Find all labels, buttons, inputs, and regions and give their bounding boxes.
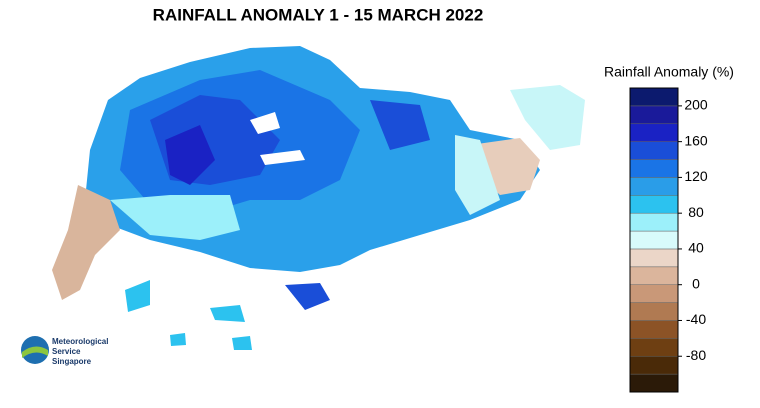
- tick-label: 0: [692, 275, 700, 291]
- colorbar-bin: [629, 338, 679, 357]
- colorbar: 200 160 120 80 40 0 -40 -80: [629, 87, 708, 393]
- tick-label: 40: [688, 240, 704, 256]
- map: [52, 46, 585, 350]
- land-south-light: [110, 195, 240, 240]
- logo-wave: [22, 346, 48, 358]
- colorbar-bin: [629, 355, 679, 375]
- island-ne: [510, 85, 585, 150]
- colorbar-bin: [629, 159, 679, 178]
- island-south: [285, 283, 330, 310]
- colorbar-bin: [629, 248, 679, 268]
- colorbar-bin: [629, 212, 679, 232]
- reservoir: [260, 150, 305, 165]
- legend-title: Rainfall Anomaly (%): [604, 64, 734, 80]
- colorbar-bin: [629, 105, 679, 125]
- colorbar-bin: [629, 230, 679, 250]
- island-s3: [232, 336, 252, 350]
- tick-label: 160: [684, 132, 708, 148]
- logo-text: Service: [52, 347, 81, 356]
- colorbar-bin: [629, 195, 679, 214]
- logo-text: Meteorological: [52, 337, 108, 346]
- colorbar-frame: [629, 87, 679, 393]
- colorbar-bin: [629, 320, 679, 339]
- logo-text: Singapore: [52, 357, 92, 366]
- colorbar-bin: [629, 177, 679, 196]
- land-ne-dark: [370, 100, 430, 150]
- island-sw: [125, 280, 150, 312]
- tick-label: -40: [686, 311, 706, 327]
- land-east-cyan: [455, 135, 500, 215]
- tick-label: -80: [686, 347, 706, 363]
- colorbar-bin: [629, 141, 679, 160]
- tick-label: 80: [688, 204, 704, 220]
- logo: Meteorological Service Singapore: [21, 336, 108, 366]
- colorbar-bin: [629, 373, 679, 393]
- island-s4: [170, 333, 186, 346]
- chart-title: RAINFALL ANOMALY 1 - 15 MARCH 2022: [153, 5, 484, 24]
- land-core-darkest: [165, 125, 215, 185]
- colorbar-bin: [629, 284, 679, 303]
- land-west-tan: [52, 185, 120, 300]
- island-s2: [210, 305, 245, 322]
- colorbar-bin: [629, 266, 679, 285]
- colorbar-bin: [629, 87, 679, 107]
- colorbar-bin: [629, 123, 679, 142]
- tick-label: 120: [684, 168, 708, 184]
- reservoir: [250, 112, 280, 134]
- colorbar-bin: [629, 302, 679, 321]
- tick-label: 200: [684, 97, 708, 113]
